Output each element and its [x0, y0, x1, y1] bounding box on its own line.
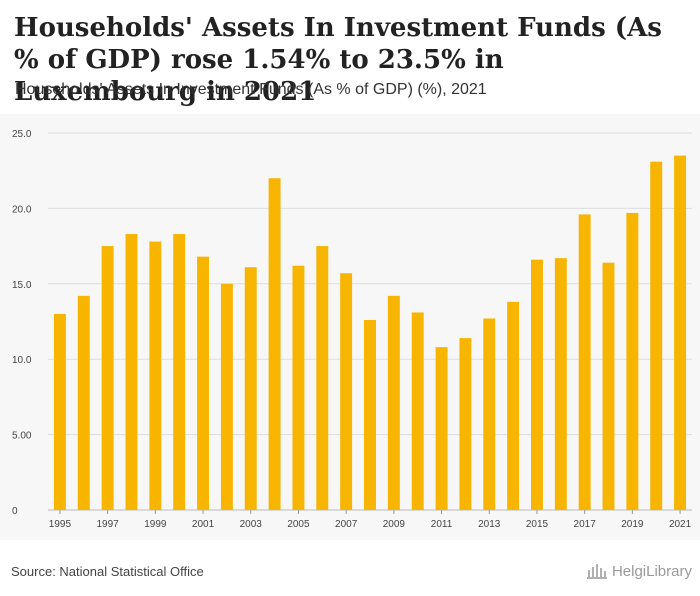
- bar-2002[interactable]: [220, 283, 233, 510]
- bar-2001[interactable]: [197, 256, 209, 510]
- x-tick-label: 2001: [192, 519, 215, 530]
- bar-2021[interactable]: [674, 155, 687, 510]
- chart-subtitle: Households' Assets In Investment Funds (…: [15, 81, 487, 98]
- bar-1998[interactable]: [125, 234, 138, 510]
- bar-1999[interactable]: [149, 241, 162, 510]
- x-tick-label: 2005: [287, 519, 310, 530]
- logo-text: HelgiLibrary: [611, 562, 692, 580]
- bar-2000[interactable]: [173, 234, 186, 510]
- bar-2009[interactable]: [387, 295, 400, 510]
- bar-chart: 0 5.00 10.0 15.0 20.0 25.0 1995 1997 1999 2001 20…: [12, 129, 692, 530]
- chart-title: Households' Assets In Investment Funds (…: [14, 13, 662, 107]
- bar-2019[interactable]: [626, 212, 639, 510]
- bar-2017[interactable]: [578, 214, 591, 510]
- x-tick-label: 1999: [144, 519, 167, 530]
- x-tick-label: 1995: [49, 519, 72, 530]
- bar-2016[interactable]: [554, 258, 567, 510]
- x-tick-label: 2021: [669, 519, 692, 530]
- bar-2003[interactable]: [244, 267, 257, 510]
- bar-2006[interactable]: [316, 246, 329, 510]
- bar-1997[interactable]: [101, 246, 114, 510]
- bars: [53, 155, 687, 510]
- helgi-library-logo[interactable]: HelgiLibrary: [586, 562, 692, 580]
- bar-2011[interactable]: [435, 347, 448, 510]
- y-tick-label: 20.0: [12, 204, 32, 215]
- x-tick-label: 2011: [431, 519, 453, 530]
- bar-2020[interactable]: [650, 161, 663, 510]
- x-tick-label: 2015: [526, 519, 549, 530]
- bar-2007[interactable]: [340, 273, 353, 510]
- y-tick-label: 25.0: [12, 129, 32, 140]
- x-axis-ticks: 1995 1997 1999 2001 2003 2005 2007 2009 2011 2013…: [49, 510, 692, 530]
- bar-2005[interactable]: [292, 265, 305, 510]
- bar-1995[interactable]: [53, 313, 66, 510]
- y-tick-label: 5.00: [12, 431, 32, 442]
- bar-2004[interactable]: [268, 178, 281, 510]
- bar-2008[interactable]: [364, 319, 376, 510]
- bar-2018[interactable]: [602, 262, 615, 510]
- bar-2010[interactable]: [411, 312, 424, 510]
- bar-2012[interactable]: [459, 338, 472, 510]
- library-building-icon: [586, 564, 607, 579]
- y-axis-ticks: 0 5.00 10.0 15.0 20.0 25.0: [12, 129, 32, 517]
- x-tick-label: 2013: [478, 519, 501, 530]
- x-tick-label: 2009: [383, 519, 406, 530]
- y-tick-label: 15.0: [12, 280, 32, 291]
- bar-1996[interactable]: [77, 295, 90, 510]
- x-tick-label: 1997: [97, 519, 120, 530]
- y-tick-label: 10.0: [12, 355, 32, 366]
- bar-2015[interactable]: [531, 259, 543, 510]
- chart-area: 0 5.00 10.0 15.0 20.0 25.0 1995 1997 1999 2001 20…: [0, 114, 700, 540]
- x-tick-label: 2003: [240, 519, 263, 530]
- source-note: Source: National Statistical Office: [11, 564, 204, 579]
- x-tick-label: 2017: [574, 519, 597, 530]
- bar-2014[interactable]: [507, 301, 520, 510]
- x-tick-label: 2019: [621, 519, 644, 530]
- bar-2013[interactable]: [483, 318, 496, 510]
- x-tick-label: 2007: [335, 519, 358, 530]
- y-tick-label: 0: [12, 506, 18, 517]
